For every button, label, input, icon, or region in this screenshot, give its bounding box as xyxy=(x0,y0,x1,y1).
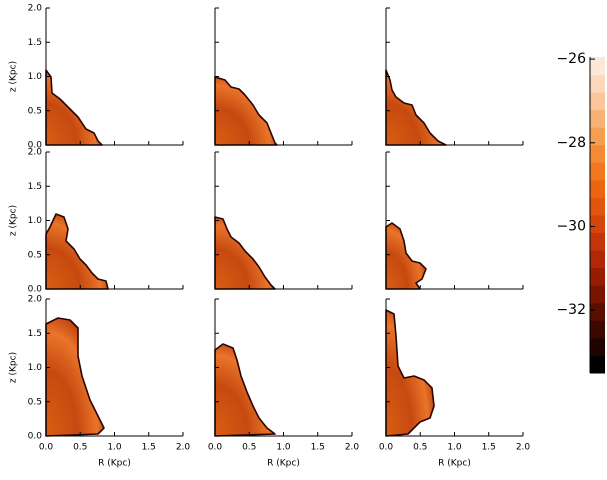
density-map xyxy=(45,213,109,290)
density-map xyxy=(214,343,276,437)
x-tick-label: 0.0 xyxy=(208,443,223,453)
x-tick-label: 2.0 xyxy=(345,443,360,453)
colorbar-band xyxy=(590,144,605,163)
colorbar-tick-label: −30 xyxy=(556,219,586,235)
density-map xyxy=(385,309,435,437)
y-tick-label: 2.0 xyxy=(28,295,43,305)
y-axis-label: z (Kpc) xyxy=(9,352,19,383)
x-tick-label: 0.5 xyxy=(242,443,256,453)
y-tick-label: 0.5 xyxy=(28,106,42,116)
x-tick-label: 0.0 xyxy=(39,443,54,453)
x-tick-label: 2.0 xyxy=(176,443,191,453)
y-tick-label: 2.0 xyxy=(28,4,43,14)
y-tick-label: 0.5 xyxy=(28,397,42,407)
colorbar-band xyxy=(590,109,605,128)
colorbar-band xyxy=(590,179,605,198)
x-tick-label: 1.0 xyxy=(447,443,462,453)
colorbar-band xyxy=(590,162,605,181)
y-tick-label: 0.5 xyxy=(28,250,42,260)
y-tick-label: 2.0 xyxy=(28,148,43,158)
colorbar-band xyxy=(590,74,605,93)
density-map xyxy=(385,222,427,290)
density-maps xyxy=(45,69,447,437)
colorbar-band xyxy=(590,232,605,251)
x-tick-label: 1.5 xyxy=(142,443,156,453)
colorbar-band xyxy=(590,250,605,269)
x-tick-label: 0.5 xyxy=(73,443,87,453)
y-tick-label: 1.5 xyxy=(28,182,42,192)
density-map xyxy=(385,69,447,146)
x-axis-label: R (Kpc) xyxy=(438,459,471,469)
y-tick-label: 1.0 xyxy=(28,72,43,82)
x-axis-label: R (Kpc) xyxy=(98,459,131,469)
colorbar-band xyxy=(590,302,605,321)
colorbar-band xyxy=(590,267,605,286)
y-tick-label: 1.0 xyxy=(28,216,43,226)
colorbar-band xyxy=(590,337,605,356)
density-map xyxy=(45,317,105,437)
x-tick-label: 1.0 xyxy=(107,443,122,453)
y-tick-label: 0.0 xyxy=(28,432,43,442)
x-tick-label: 2.0 xyxy=(516,443,531,453)
y-axis-label: z (Kpc) xyxy=(9,205,19,236)
colorbar-band xyxy=(590,285,605,304)
y-tick-label: 0.0 xyxy=(28,141,43,151)
colorbar-tick-label: −28 xyxy=(556,135,586,151)
y-tick-label: 0.0 xyxy=(28,285,43,295)
x-tick-label: 0.0 xyxy=(379,443,394,453)
colorbar-band xyxy=(590,127,605,146)
colorbar-band xyxy=(590,320,605,339)
y-tick-label: 1.5 xyxy=(28,38,42,48)
colorbar-band xyxy=(590,92,605,111)
y-tick-label: 1.5 xyxy=(28,329,42,339)
colorbar: −26 −28 −30 −32 xyxy=(556,51,605,374)
colorbar-tick-label: −32 xyxy=(556,302,586,318)
x-tick-label: 1.0 xyxy=(276,443,291,453)
colorbar-band xyxy=(590,57,605,76)
x-tick-label: 1.5 xyxy=(482,443,496,453)
colorbar-tick-label: −26 xyxy=(556,51,586,67)
y-axis-label: z (Kpc) xyxy=(9,61,19,92)
colorbar-band xyxy=(590,355,605,374)
x-tick-label: 0.5 xyxy=(413,443,427,453)
colorbar-band xyxy=(590,215,605,234)
colorbar-band xyxy=(590,197,605,216)
x-tick-label: 1.5 xyxy=(311,443,325,453)
y-tick-label: 1.0 xyxy=(28,363,43,373)
density-map xyxy=(214,76,278,146)
density-map xyxy=(45,69,103,146)
density-map xyxy=(214,216,276,290)
x-axis-label: R (Kpc) xyxy=(267,459,300,469)
